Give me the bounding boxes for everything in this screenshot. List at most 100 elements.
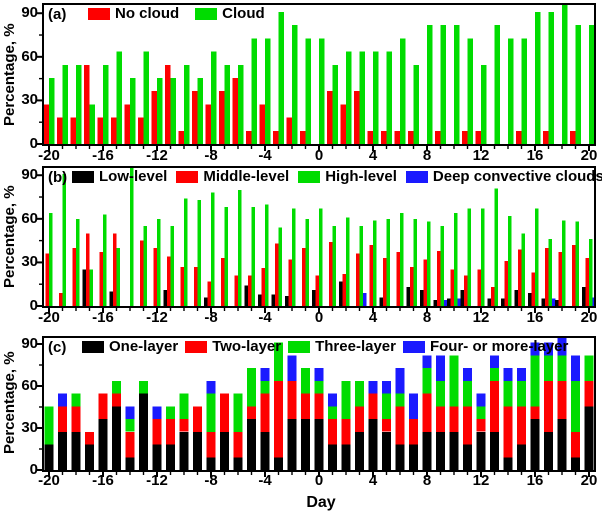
bar-no-cloud-day-10	[178, 130, 184, 144]
bar-low-level-day8	[420, 290, 424, 306]
bar-middle-level-day12	[477, 269, 481, 306]
legend-item-three-layer: Three-layer	[288, 339, 396, 354]
bar-high-level-day6	[400, 213, 404, 306]
bar-segment-one-layer-day7	[409, 444, 418, 470]
panel-a-y-axis-title: Percentage, %	[1, 23, 18, 127]
bar-deep-convective-clouds-day17	[551, 298, 556, 306]
legend-label-deep-convective-clouds: Deep convective clouds	[432, 168, 602, 185]
bar-segment-one-layer-day-3	[274, 457, 283, 470]
bar-cloud-day-18	[76, 64, 82, 144]
bar-no-cloud-day-14	[124, 104, 130, 144]
bar-segment-one-layer-day10	[449, 431, 459, 470]
bar-high-level-day-18	[76, 218, 80, 306]
bar-segment-one-layer-day-16	[98, 419, 108, 470]
bar-middle-level-day0	[315, 275, 319, 306]
bar-segment-two-layer-day-8	[206, 431, 216, 458]
panel-b-y-tick-label-60: 60	[21, 209, 38, 227]
bar-cloud-day20	[589, 25, 594, 144]
legend-label-one-layer: One-layer	[109, 338, 179, 355]
bar-no-cloud-day-3	[273, 130, 279, 144]
bar-segment-four-or-more-layer-day-19	[58, 393, 67, 407]
bar-segment-two-layer-day-11	[166, 419, 175, 445]
bar-high-level-day9	[440, 226, 444, 306]
panel-c-x-tick-label-8: 8	[422, 472, 432, 489]
bar-segment-four-or-more-layer-day12	[476, 393, 486, 407]
bar-high-level-day-19	[62, 173, 66, 306]
bar-segment-four-or-more-layer-day-14	[125, 406, 135, 419]
bar-segment-one-layer-day-2	[287, 419, 297, 470]
bar-segment-four-or-more-layer-day16	[530, 342, 540, 356]
legend-swatch-deep-convective-clouds	[405, 170, 428, 183]
bar-high-level-day-20	[49, 213, 53, 306]
bar-cloud-day10	[454, 25, 460, 144]
bar-low-level-day18	[555, 300, 559, 306]
bar-cloud-day-3	[278, 11, 284, 144]
bar-middle-level-day-8	[207, 281, 211, 306]
bar-segment-three-layer-day15	[517, 380, 526, 407]
bar-low-level-day5	[379, 297, 384, 306]
bar-middle-level-day-17	[86, 233, 90, 306]
bar-segment-two-layer-day7	[409, 419, 418, 445]
bar-segment-four-or-more-layer-day7	[409, 393, 418, 420]
panel-c-bars	[44, 338, 594, 470]
bar-cloud-day-12	[157, 77, 163, 144]
bar-middle-level-day14	[504, 261, 508, 306]
bar-no-cloud-day-1	[300, 130, 306, 144]
bar-cloud-day8	[427, 25, 433, 144]
bar-high-level-day0	[319, 208, 323, 306]
bar-high-level-day-2	[292, 208, 296, 306]
bar-segment-four-or-more-layer-day-4	[260, 368, 270, 381]
bar-segment-two-layer-day0	[314, 393, 324, 420]
bar-high-level-day-10	[184, 198, 188, 306]
bar-segment-one-layer-day-5	[247, 419, 256, 470]
bar-high-level-day-12	[157, 218, 161, 306]
bar-no-cloud-day-16	[97, 117, 103, 144]
bar-cloud-day-2	[292, 25, 298, 144]
panel-b-label: (b)	[48, 169, 68, 186]
bar-high-level-day-1	[305, 218, 309, 306]
bar-segment-four-or-more-layer-day17	[544, 342, 553, 356]
bar-middle-level-day3	[356, 253, 360, 306]
bar-middle-level-day-5	[248, 275, 252, 306]
bar-middle-level-day15	[518, 249, 522, 306]
bar-segment-two-layer-day-2	[287, 380, 297, 419]
bar-segment-three-layer-day-14	[125, 419, 135, 432]
panel-c-y-tick-label-60: 60	[21, 377, 38, 394]
bar-segment-two-layer-day-9	[193, 406, 202, 432]
bar-segment-two-layer-day8	[422, 393, 432, 432]
bar-segment-two-layer-day-19	[58, 406, 67, 432]
bar-no-cloud-day-6	[232, 77, 238, 144]
panel-a-x-tick-label--20: -20	[38, 147, 60, 164]
bar-middle-level-day6	[396, 252, 400, 306]
panel-b-x-tick-label--20: -20	[38, 309, 60, 326]
bar-cloud-day5	[386, 51, 392, 144]
bar-segment-four-or-more-layer-day14	[503, 368, 513, 381]
bar-cloud-day6	[400, 38, 406, 144]
bar-middle-level-day8	[423, 259, 427, 306]
bar-segment-three-layer-day18	[557, 355, 567, 381]
bar-cloud-day-20	[49, 77, 55, 144]
bar-segment-two-layer-day4	[368, 393, 378, 420]
legend-swatch-high-level	[298, 170, 321, 183]
bar-segment-four-or-more-layer-day-8	[206, 380, 216, 394]
bar-no-cloud-day1	[327, 91, 333, 144]
panel-b-y-tick-label-0: 0	[29, 297, 38, 314]
panel-a-legend: No cloud Cloud	[88, 6, 281, 21]
panel-a-x-tick-label-20: 20	[580, 147, 598, 164]
bar-low-level-day-3	[271, 294, 276, 306]
bar-segment-four-or-more-layer-day13	[490, 355, 499, 368]
bar-high-level-day5	[386, 218, 390, 306]
bar-cloud-day18	[562, 5, 568, 144]
bar-cloud-day13	[494, 25, 500, 144]
bar-segment-three-layer-day10	[449, 355, 459, 407]
bar-no-cloud-day-2	[286, 117, 292, 144]
bar-segment-one-layer-day14	[503, 457, 513, 470]
panel-a-x-tick-label-8: 8	[422, 147, 432, 164]
bar-middle-level-day-19	[59, 292, 63, 306]
bar-high-level-day4	[373, 220, 377, 306]
bar-segment-one-layer-day3	[355, 431, 364, 470]
panel-c-x-tick-label--16: -16	[92, 472, 114, 489]
bar-no-cloud-day-8	[205, 104, 211, 144]
bar-middle-level-day9	[437, 250, 441, 306]
bar-no-cloud-day-7	[219, 91, 225, 144]
